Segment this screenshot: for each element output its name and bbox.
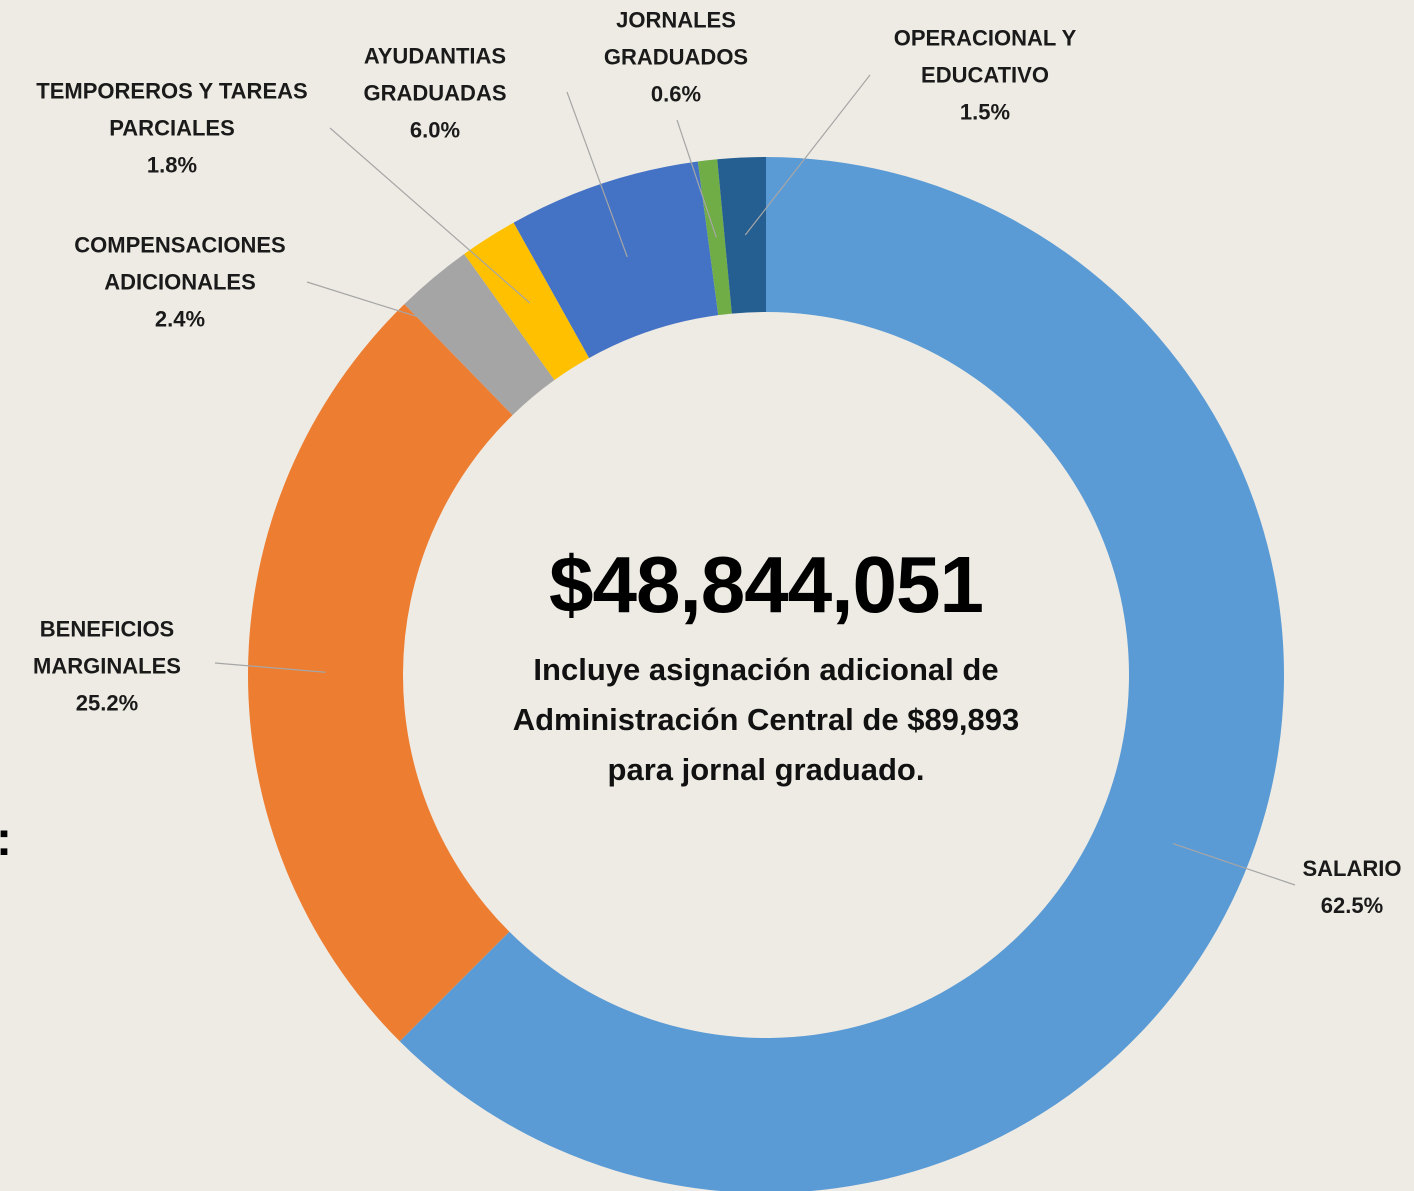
donut-slice: [717, 157, 766, 314]
leader-line: [306, 281, 484, 338]
donut-slice: [697, 159, 732, 316]
slice-label: COMPENSACIONES ADICIONALES 2.4%: [55, 227, 305, 338]
value-label: 2.4%: [154, 306, 206, 332]
slice-label: TEMPOREROS Y TAREAS PARCIALES 1.8%: [12, 73, 332, 184]
leader-line: [566, 91, 628, 258]
donut-slice: [247, 304, 513, 1042]
leader-line: [1172, 843, 1296, 886]
donut-slice: [399, 157, 1284, 1191]
cut-text: :: [0, 812, 12, 867]
category-label: OPERACIONAL Y EDUCATIVO: [893, 25, 1077, 88]
slice-label: SALARIO 62.5%: [1287, 850, 1414, 924]
value-label: 1.5%: [959, 99, 1011, 125]
category-label: COMPENSACIONES ADICIONALES: [74, 232, 286, 295]
value-label: 25.2%: [75, 690, 139, 716]
leader-line: [676, 119, 717, 238]
category-label: SALARIO: [1302, 856, 1402, 881]
value-label: 1.8%: [146, 152, 198, 178]
leader-line: [329, 127, 531, 304]
leader-line: [214, 662, 326, 673]
value-label: 62.5%: [1320, 893, 1384, 918]
slice-label: AYUDANTIAS GRADUADAS 6.0%: [345, 38, 525, 149]
category-label: JORNALES GRADUADOS: [603, 7, 749, 70]
value-label: 6.0%: [409, 117, 461, 143]
category-label: TEMPOREROS Y TAREAS PARCIALES: [36, 78, 308, 141]
donut-slice: [404, 254, 555, 416]
category-label: BENEFICIOS MARGINALES: [33, 616, 181, 679]
donut-slice: [513, 161, 719, 359]
center-total: $48,844,051: [549, 540, 984, 629]
annotation: Incluye asignación adicional de Administ…: [512, 652, 1020, 787]
leader-line: [744, 74, 871, 236]
value-label: 0.6%: [650, 81, 702, 107]
category-label: AYUDANTIAS GRADUADAS: [363, 43, 507, 106]
slice-label: OPERACIONAL Y EDUCATIVO 1.5%: [873, 20, 1098, 131]
donut-slice: [464, 222, 590, 380]
slice-label: BENEFICIOS MARGINALES 25.2%: [17, 611, 197, 722]
slice-label: JORNALES GRADUADOS 0.6%: [589, 2, 764, 113]
